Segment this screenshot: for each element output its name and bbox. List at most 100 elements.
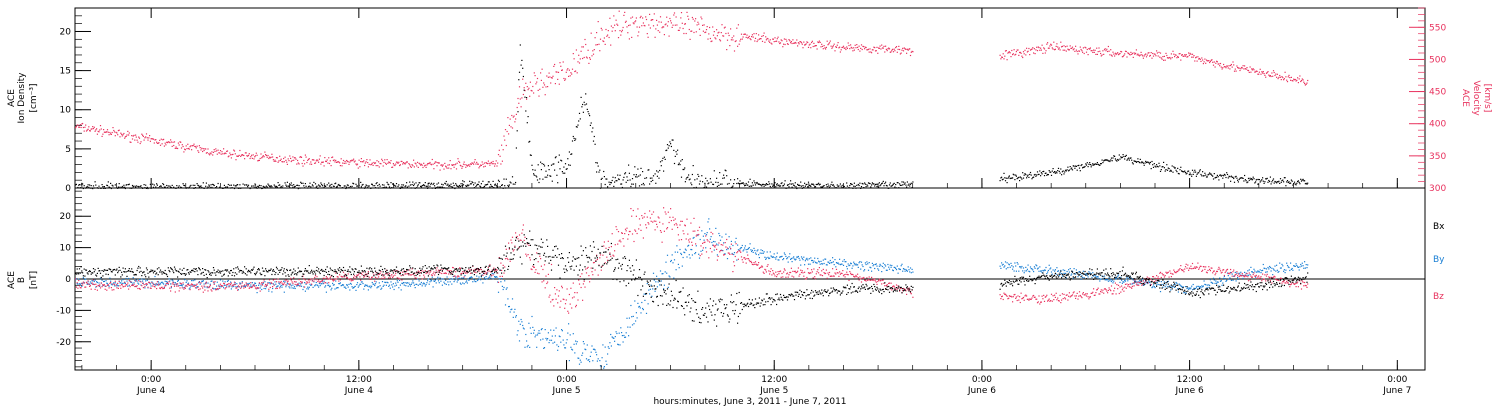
velocity-point [392,163,394,165]
by-point [1027,264,1029,266]
density-point [649,183,651,185]
velocity-point [446,167,448,169]
velocity-point [1223,63,1225,66]
density-point [376,182,378,184]
velocity-point [142,135,144,137]
density-point [820,186,822,188]
bz-point [219,283,222,285]
density-point [1032,176,1034,179]
velocity-point [483,162,486,164]
bz-point [296,284,298,286]
velocity-point [538,95,540,97]
velocity-point [769,39,771,41]
velocity-point [92,126,94,128]
velocity-point [804,44,806,46]
velocity-point [377,165,379,167]
by-point [180,284,182,286]
velocity-point [702,30,704,32]
by-point [599,360,601,362]
bz-point [215,289,217,291]
by-point [192,280,194,282]
bz-point [407,273,409,275]
by-point [1000,267,1002,269]
velocity-point [297,159,299,162]
velocity-point [388,161,391,163]
density-point [1107,159,1109,161]
velocity-point [231,154,233,156]
density-point [726,183,729,185]
density-point [1110,157,1113,159]
by-point [1184,291,1186,294]
by-point [1215,280,1217,282]
density-point [1165,169,1167,171]
velocity-point [344,160,346,163]
velocity-point [1163,55,1165,57]
by-point [140,284,142,286]
velocity-point [372,164,374,166]
bz-point [435,269,437,271]
density-point [177,186,179,188]
by-point [1129,276,1131,278]
bz-point [342,271,345,273]
velocity-point [1145,56,1148,58]
by-point [1101,275,1103,277]
density-point [1293,181,1296,183]
velocity-point [239,149,241,152]
velocity-point [1051,47,1053,49]
density-point [582,103,584,106]
velocity-point [1008,51,1010,53]
velocity-point [539,88,541,90]
bz-point [117,287,119,289]
density-point [665,149,667,152]
density-point [377,185,379,187]
velocity-point [1027,50,1029,52]
by-point [145,280,147,282]
by-point [135,279,137,281]
by-point [441,278,443,280]
by-point [1098,278,1100,280]
density-point [886,185,888,187]
density-point [1106,159,1108,161]
by-point [184,285,186,287]
velocity-point [666,16,668,18]
velocity-point [1216,60,1218,62]
velocity-point [695,31,697,33]
by-point [674,251,676,253]
density-point [650,180,652,183]
by-point [1157,283,1159,286]
velocity-point [1164,59,1166,61]
density-point [621,183,623,185]
density-point [1064,171,1066,173]
velocity-point [488,162,490,164]
velocity-point [177,142,179,144]
by-point [345,287,347,289]
by-point [1217,281,1219,283]
density-point [885,181,887,183]
density-axis-label-line2: Ion Density [17,72,27,124]
density-point [1113,155,1115,157]
by-point [558,335,560,337]
bz-point [135,280,137,282]
velocity-point [1125,50,1127,53]
by-point [1046,273,1048,275]
velocity-point [1152,52,1154,55]
by-point [167,283,169,286]
by-point [103,280,105,283]
density-point [89,184,91,186]
velocity-point [97,130,99,132]
by-point [781,255,783,257]
by-point [814,261,817,263]
velocity-point [385,162,387,164]
velocity-point [203,149,205,152]
by-point [285,286,287,288]
by-point [514,308,516,310]
by-point [223,287,225,289]
by-point [300,285,303,287]
velocity-point [686,11,688,13]
by-point [500,281,502,283]
bz-point [300,282,303,284]
by-point [649,293,651,295]
velocity-point [645,16,647,18]
density-point [673,149,675,151]
density-point [554,169,556,171]
